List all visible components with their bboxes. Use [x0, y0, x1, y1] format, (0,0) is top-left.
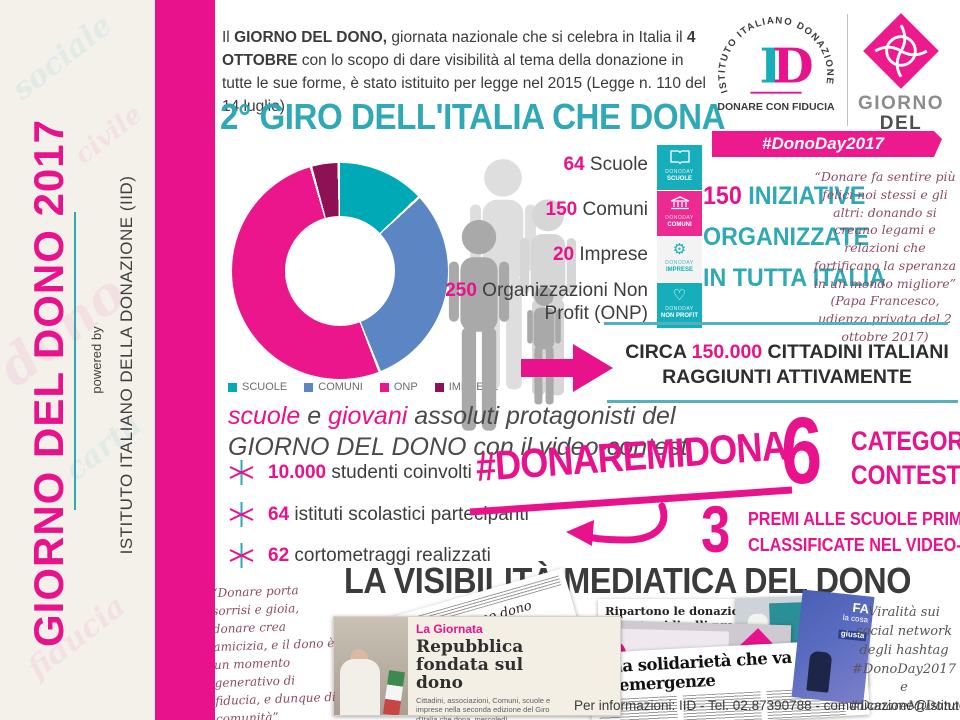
left-sidebar: sociale civile dono carta fiducia GIORNO… [0, 0, 215, 720]
stat-comuni: 150 Comuni [545, 199, 648, 220]
mattarella-quote: “Donare porta sorrisi e gioia, donare cr… [211, 583, 337, 720]
organization-name-vertical: ISTITUTO ITALIANO DELLA DONAZIONE (IID) [117, 175, 136, 555]
bank-icon [670, 196, 689, 210]
contest-number: 6 [781, 398, 823, 504]
curved-arrow-icon [469, 486, 793, 546]
star-bullet-icon [229, 543, 254, 568]
clip-headline: Repubblica fondata sul dono [416, 637, 524, 694]
participants-donut-chart [232, 163, 448, 379]
section-headline: 2° GIRO DELL'ITALIA CHE DONA [220, 96, 726, 137]
reach-callout: CIRCA 150.000 CITTADINI ITALIANI RAGGIUN… [625, 341, 949, 389]
stat-imprese: 20 Imprese [552, 244, 648, 265]
book-icon [669, 150, 690, 165]
footer-contact-info: Per informazioni: IID - Tel. 02.87390788… [574, 698, 960, 713]
teal-divider-vertical [74, 212, 76, 510]
legend-item: COMUNI [304, 381, 363, 393]
protagonists-statement: scuole e giovani assoluti protagonisti d… [228, 402, 688, 461]
tv-guest-silhouette [806, 650, 833, 693]
newspaper-clip-la-giornata: La Giornata Repubblica fondata sul dono … [333, 616, 621, 720]
legend-swatch [304, 382, 314, 392]
event-title-vertical: GIORNO DEL DONO 2017 [25, 118, 72, 648]
badge-donoday-scuole: DONODAY SCUOLE [657, 145, 702, 190]
legend-swatch [228, 382, 237, 392]
intro-paragraph: Il GIORNO DEL DONO, giornata nazionale c… [222, 28, 706, 116]
logo-letter-i: I [760, 39, 782, 95]
logo-divider [847, 14, 848, 126]
star-bullet-icon [229, 502, 254, 527]
donut-hole [285, 216, 395, 326]
social-virality-note: Viralità sui social network degli hashta… [848, 605, 960, 715]
clip-kicker: La Giornata [416, 622, 483, 636]
pink-accent-bar [155, 0, 215, 720]
pope-francis-quote: “Donare fa sentire più felici noi stessi… [813, 169, 957, 344]
contest-labels: CATEGORIE CONTEST [851, 426, 960, 490]
prizes-labels: PREMI ALLE SCUOLE PRIME CLASSIFICATE NEL… [748, 509, 960, 555]
clip-caption: Cittadini, associazioni, Comuni, scuole … [416, 696, 551, 720]
initiatives-callout: 150 INIZIATIVE ORGANIZZATE IN TUTTA ITAL… [703, 182, 886, 292]
giorno-del-dono-diamond-icon [863, 13, 939, 89]
bullet-cortometraggi: 62 cortometraggi realizzati [228, 542, 491, 569]
right-arrow-icon [521, 344, 613, 392]
logo-tagline: DONARE CON FIDUCIA [717, 101, 835, 113]
stat-scuole: 64 Scuole [563, 154, 648, 175]
bullet-studenti: 10.000 studenti coinvolti [228, 459, 472, 486]
legend-swatch [434, 382, 444, 392]
legend-item: ONP [379, 381, 418, 393]
gear-icon: ⚙ [672, 241, 687, 258]
powered-by-label: powered by [89, 326, 104, 394]
pope-photo [334, 617, 408, 715]
iid-logo: ISTITUTO ITALIANO DONAZIONE I D DONARE C… [717, 15, 835, 113]
legend-swatch [379, 382, 389, 392]
legend-item: SCUOLE [228, 381, 287, 393]
prizes-number: 3 [701, 492, 731, 566]
teal-divider [607, 400, 958, 403]
donoday-ribbon: #DonoDay2017 [712, 131, 942, 157]
star-bullet-icon [229, 460, 254, 485]
teal-divider [604, 322, 948, 325]
badge-donoday-imprese: ⚙ DONODAY IMPRESE [657, 237, 702, 282]
stat-onp: 250 Organizzazioni Non Profit (ONP) [445, 280, 648, 324]
badge-donoday-comuni: DONODAY COMUNI [657, 191, 702, 236]
heart-icon: ♡ [672, 287, 687, 304]
badge-donoday-nonprofit: ♡ DONODAY NON PROFIT [657, 283, 702, 328]
logo-letter-d: D [772, 39, 813, 95]
